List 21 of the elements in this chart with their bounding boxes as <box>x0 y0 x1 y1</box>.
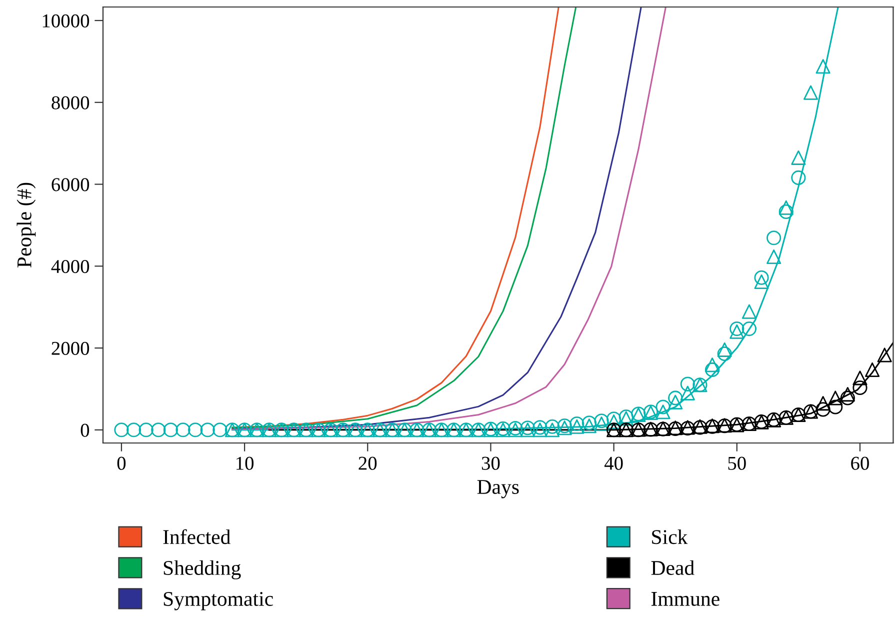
y-tick-label: 8000 <box>52 96 90 110</box>
y-tick-label: 2000 <box>52 342 90 355</box>
y-tick-label: 0 <box>80 424 90 437</box>
x-tick-label: 40 <box>604 456 623 470</box>
x-tick-label: 20 <box>358 456 377 470</box>
x-axis-title: Days <box>477 480 519 498</box>
y-axis-title: People (#) <box>16 182 36 268</box>
legend-label: Dead <box>651 560 694 576</box>
legend-label: Shedding <box>164 560 241 580</box>
x-tick-label: 30 <box>482 456 500 470</box>
legend-label: Symptomatic <box>164 592 273 610</box>
x-tick-label: 10 <box>236 456 254 470</box>
y-tick-label: 10000 <box>42 14 90 28</box>
y-tick-label: 4000 <box>51 260 90 274</box>
y-tick-label: 6000 <box>52 178 90 192</box>
x-tick-label: 0 <box>117 456 126 470</box>
x-tick-label: 50 <box>728 456 746 470</box>
legend-label: Sick <box>652 529 688 544</box>
legend-label: Infected <box>163 529 230 544</box>
x-tick-label: 60 <box>851 456 869 470</box>
legend-label: Immune <box>651 592 720 606</box>
